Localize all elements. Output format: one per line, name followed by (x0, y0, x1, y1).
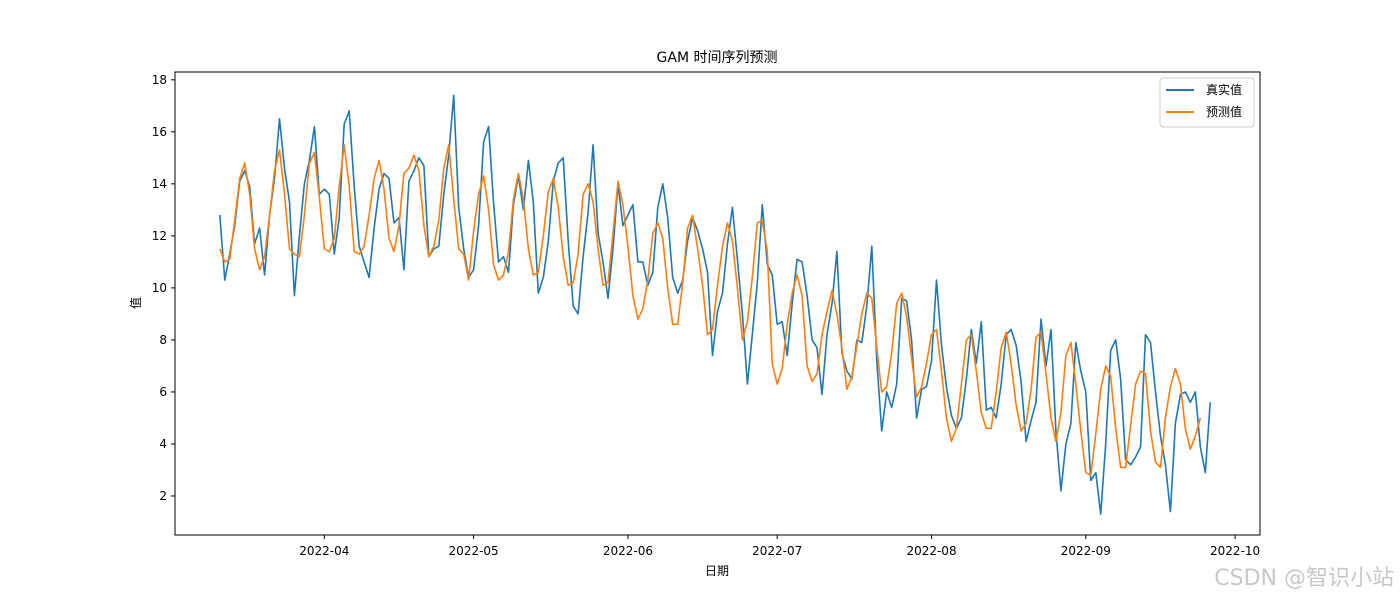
series-line-0 (219, 94, 1211, 516)
y-tick-label: 16 (152, 125, 167, 139)
plot-area (219, 94, 1211, 516)
x-tick-label: 2022-10 (1210, 544, 1260, 558)
x-tick-label: 2022-07 (752, 544, 802, 558)
x-tick-label: 2022-04 (299, 544, 349, 558)
legend: 真实值 预测值 (1159, 77, 1255, 128)
y-tick-label: 10 (152, 281, 167, 295)
watermark: CSDN @智识小站 (1214, 566, 1394, 591)
x-tick-label: 2022-05 (449, 544, 499, 558)
y-tick-label: 12 (152, 229, 167, 243)
chart-title: GAM 时间序列预测 (657, 50, 778, 66)
x-tick-label: 2022-09 (1061, 544, 1111, 558)
x-axis-label: 日期 (705, 564, 729, 578)
y-tick-label: 4 (159, 437, 167, 451)
y-tick-label: 8 (159, 333, 167, 347)
legend-label-pred: 预测值 (1206, 104, 1242, 119)
y-tick-label: 18 (152, 73, 167, 87)
y-axis-label: 值 (128, 297, 143, 309)
plot-frame (174, 71, 1261, 536)
y-axis: 2 4 6 8 10 12 14 16 18 (152, 73, 175, 503)
y-tick-label: 6 (159, 385, 167, 399)
series-line-1 (219, 144, 1202, 477)
x-tick-label: 2022-06 (603, 544, 653, 558)
x-tick-label: 2022-08 (906, 544, 956, 558)
x-axis: 2022-04 2022-05 2022-06 2022-07 2022-08 2022-… (299, 535, 1260, 558)
y-tick-label: 14 (152, 177, 167, 191)
legend-label-real: 真实值 (1206, 82, 1242, 97)
y-tick-label: 2 (159, 489, 167, 503)
